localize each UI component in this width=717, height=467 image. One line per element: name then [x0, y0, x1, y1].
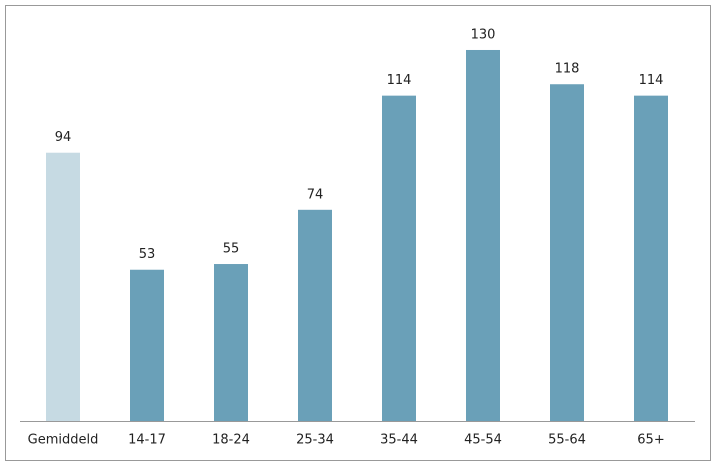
x-tick-label: 35-44	[380, 433, 418, 448]
x-tick-label: 18-24	[212, 433, 250, 448]
bar	[634, 95, 668, 422]
value-label: 118	[555, 62, 580, 77]
x-tick-label: 14-17	[128, 433, 166, 448]
value-label: 94	[55, 130, 72, 145]
x-tick-label: 55-64	[548, 433, 586, 448]
bar	[130, 269, 164, 421]
bar	[466, 49, 500, 421]
chart-frame	[5, 5, 711, 461]
value-label: 114	[639, 73, 664, 88]
x-tick-label: 45-54	[464, 433, 502, 448]
x-tick-label: 25-34	[296, 433, 334, 448]
value-label: 130	[471, 27, 496, 42]
bar	[46, 152, 80, 421]
bar	[382, 95, 416, 422]
bar	[550, 84, 584, 421]
x-tick-label: Gemiddeld	[28, 433, 99, 448]
value-label: 53	[139, 247, 156, 262]
value-label: 114	[387, 73, 412, 88]
value-label: 74	[307, 187, 324, 202]
bar	[298, 209, 332, 421]
x-tick-label: 65+	[637, 433, 664, 448]
bar	[214, 264, 248, 421]
value-label: 55	[223, 242, 240, 257]
